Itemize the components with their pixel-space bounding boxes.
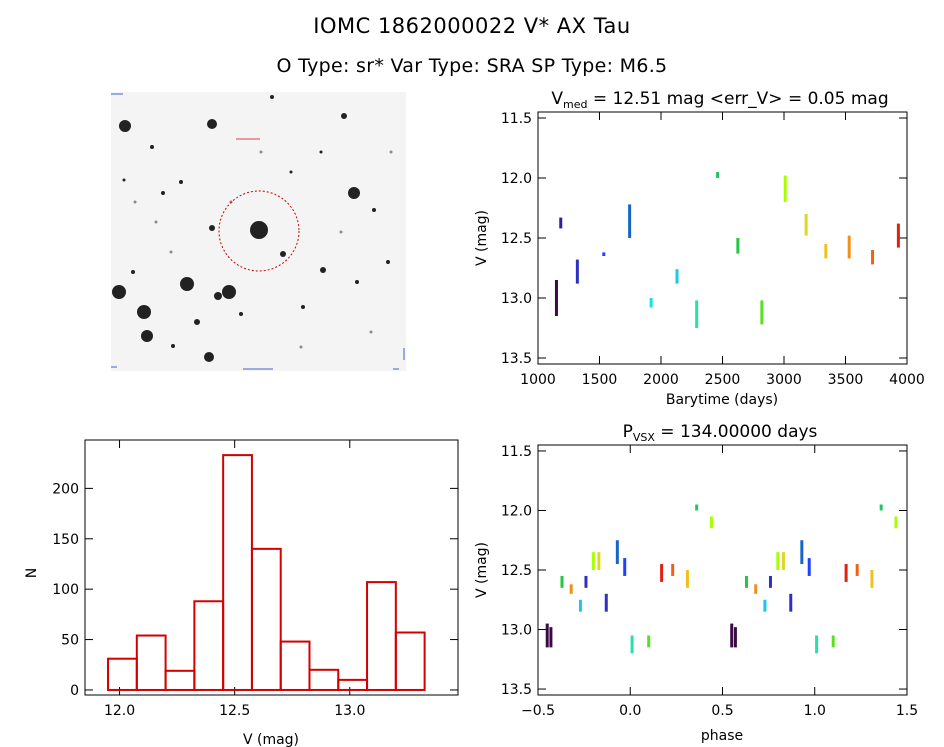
phased-curve-xtick-label: 1.5	[896, 703, 918, 719]
histogram-ylabel: N	[24, 568, 40, 578]
light-curve-xtick-label: 4000	[889, 372, 925, 388]
histogram-xtick-label: 12.5	[219, 703, 250, 719]
light-curve-xtick-label: 1500	[582, 372, 618, 388]
target-circle	[218, 190, 300, 272]
histogram-frame	[84, 439, 459, 696]
light-curve-ylabel: V (mag)	[474, 210, 490, 266]
star-field	[112, 95, 390, 362]
phased-curve-ytick-label: 12.0	[501, 503, 532, 519]
histogram-xlabel: V (mag)	[243, 732, 299, 747]
light-curve-ytick-label: 13.5	[501, 351, 532, 367]
phased-curve-title-sub: VSX	[633, 431, 656, 444]
phased-curve-xtick-label: −0.5	[521, 703, 555, 719]
light-curve-ytick-label: 12.5	[501, 231, 532, 247]
figure-subtitle: O Type: sr* Var Type: SRA SP Type: M6.5	[276, 55, 668, 77]
phased-curve-points	[545, 504, 898, 654]
histogram-xtick-label: 12.0	[104, 703, 135, 719]
light-curve-xtick-label: 2500	[705, 372, 741, 388]
phased-curve-xlabel: phase	[701, 728, 743, 744]
histogram-ytick-label: 100	[52, 582, 79, 598]
light-curve-ytick-label: 13.0	[501, 291, 532, 307]
light-curve-xtick-label: 3000	[766, 372, 802, 388]
phased-curve-axes: −0.5 0.0 0.5 1.0 1.5 11.5 12.0 12.5 13.0 13.5	[501, 444, 918, 719]
phased-curve-xtick-label: 0.0	[619, 703, 641, 719]
phased-curve-ytick-label: 13.0	[501, 623, 532, 639]
histogram-xtick-label: 13.0	[334, 703, 365, 719]
histogram-bars	[107, 454, 426, 691]
histogram-ytick-label: 50	[61, 633, 79, 649]
faint-stars	[133, 150, 393, 349]
light-curve-ytick-label: 12.0	[501, 171, 532, 187]
light-curve-points	[554, 172, 900, 328]
phased-curve-title-p: P	[623, 422, 633, 442]
light-curve-title-sub: med	[563, 98, 587, 111]
light-curve-xlabel: Barytime (days)	[666, 392, 778, 408]
phased-curve-xtick-label: 0.5	[711, 703, 733, 719]
light-curve-axes: 1000 1500 2000 2500 3000 3500 4000 11.5 12.0 12.5…	[501, 111, 925, 388]
phased-curve-title: PVSX = 134.00000 days	[623, 422, 818, 444]
light-curve-title-v: V	[551, 89, 563, 109]
phased-curve-ytick-label: 13.5	[501, 682, 532, 698]
histogram-bar	[279, 640, 311, 691]
histogram-bar	[135, 634, 167, 691]
light-curve-title: Vmed = 12.51 mag <err_V> = 0.05 mag	[551, 89, 888, 111]
histogram-bar	[394, 631, 426, 691]
phased-curve-ytick-label: 11.5	[501, 444, 532, 460]
histogram-axes: 12.0 12.5 13.0 0 50 100 150 200	[52, 440, 458, 719]
histogram-bar	[250, 547, 282, 691]
histogram-ytick-label: 150	[52, 532, 79, 548]
figure-title: IOMC 1862000022 V* AX Tau	[313, 14, 631, 38]
light-curve-xtick-label: 1000	[520, 372, 556, 388]
light-curve-xtick-label: 3500	[828, 372, 864, 388]
phased-curve-ylabel: V (mag)	[474, 542, 490, 598]
light-curve-ytick-label: 11.5	[501, 111, 532, 127]
phased-curve-title-rest: = 134.00000 days	[655, 422, 818, 442]
phased-curve-ytick-label: 12.5	[501, 563, 532, 579]
histogram-ytick-label: 200	[52, 481, 79, 497]
light-curve-title-rest: = 12.51 mag <err_V> = 0.05 mag	[587, 89, 888, 109]
sky-image	[111, 92, 406, 371]
light-curve-xtick-label: 2000	[643, 372, 679, 388]
phased-curve-xtick-label: 1.0	[804, 703, 826, 719]
histogram-ytick-label: 0	[70, 683, 79, 699]
